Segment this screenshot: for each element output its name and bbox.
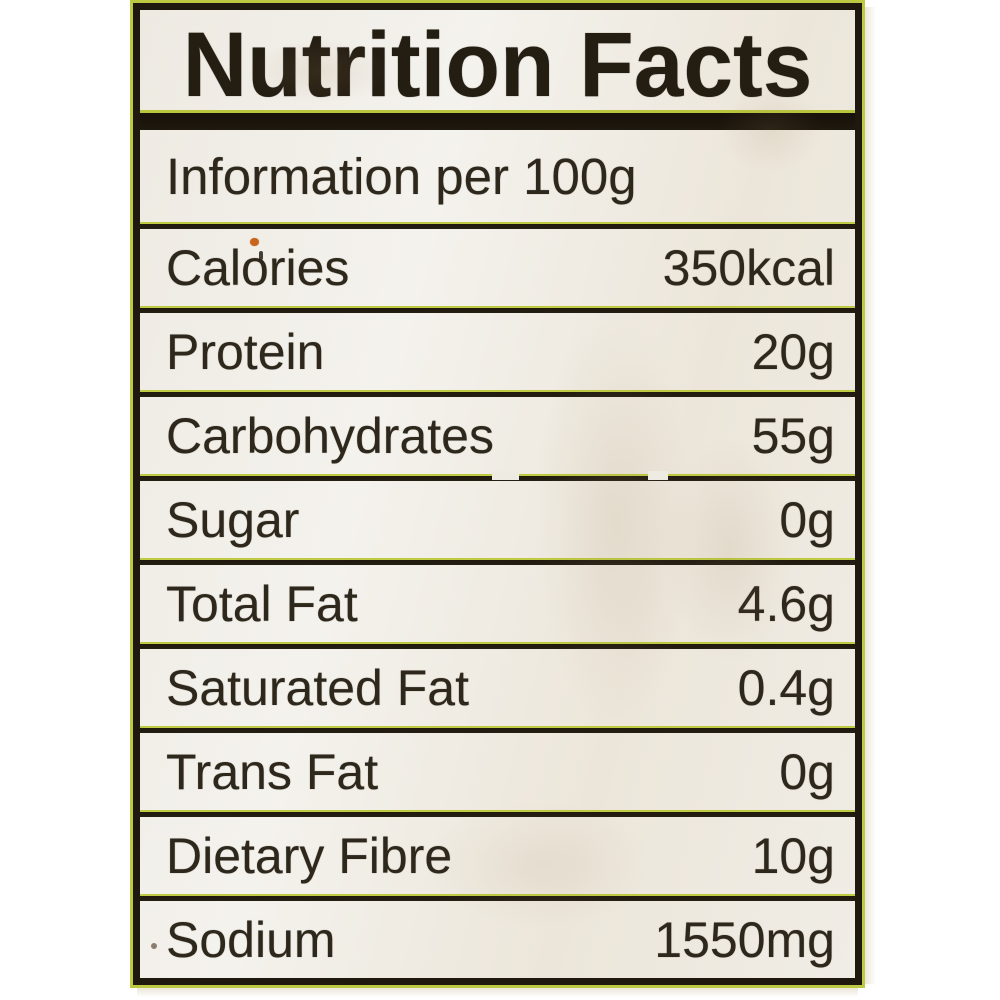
- nutrient-name: Calories: [166, 239, 350, 296]
- row-divider: [140, 306, 855, 313]
- nutrient-value: 350kcal: [662, 239, 835, 296]
- label-title-row: Nutrition Facts: [140, 10, 855, 116]
- row-divider: [140, 642, 855, 649]
- label-title: Nutrition Facts: [182, 14, 813, 116]
- nutrient-row-calories: Calories 350kcal: [140, 229, 855, 306]
- title-separator-bar: [140, 110, 855, 130]
- row-divider: [140, 726, 855, 733]
- serving-info-row: Information per 100g: [140, 130, 855, 222]
- nutrient-name: Trans Fat: [166, 743, 379, 800]
- nutrient-row-sodium: Sodium 1550mg: [140, 901, 855, 978]
- row-divider: [140, 810, 855, 817]
- nutrient-row-total-fat: Total Fat 4.6g: [140, 565, 855, 642]
- nutrient-row-trans-fat: Trans Fat 0g: [140, 733, 855, 810]
- nutrient-row-dietary-fibre: Dietary Fibre 10g: [140, 817, 855, 894]
- nutrient-value: 10g: [751, 827, 835, 884]
- row-divider: [140, 222, 855, 229]
- nutrient-row-sugar: Sugar 0g: [140, 481, 855, 558]
- nutrient-row-saturated-fat: Saturated Fat 0.4g: [140, 649, 855, 726]
- nutrient-value: 0g: [779, 743, 835, 800]
- nutrient-name: Protein: [166, 323, 325, 380]
- nutrient-value: 0g: [779, 491, 835, 548]
- nutrient-name: Sugar: [166, 491, 300, 548]
- nutrient-value: 55g: [751, 407, 835, 464]
- nutrient-name: Carbohydrates: [166, 407, 494, 464]
- nutrient-name: Dietary Fibre: [166, 827, 453, 884]
- nutrition-label: Nutrition Facts Information per 100g Cal…: [133, 3, 876, 997]
- nutrient-value: 0.4g: [737, 659, 835, 716]
- row-divider: [140, 390, 855, 397]
- nutrient-name: Saturated Fat: [166, 659, 469, 716]
- nutrient-value: 4.6g: [737, 575, 835, 632]
- serving-info-text: Information per 100g: [166, 147, 637, 205]
- nutrient-row-carbohydrates: Carbohydrates 55g: [140, 397, 855, 474]
- row-divider: [140, 558, 855, 565]
- nutrient-name: Total Fat: [166, 575, 358, 632]
- row-divider: [140, 474, 855, 481]
- nutrient-value: 1550mg: [654, 911, 835, 968]
- row-divider: [140, 894, 855, 901]
- nutrient-name: Sodium: [166, 911, 336, 968]
- nutrient-value: 20g: [751, 323, 835, 380]
- nutrient-row-protein: Protein 20g: [140, 313, 855, 390]
